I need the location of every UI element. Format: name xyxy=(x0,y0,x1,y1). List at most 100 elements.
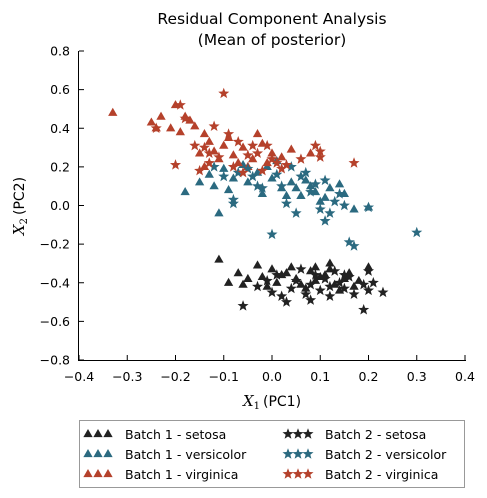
data-point xyxy=(218,170,230,182)
data-point xyxy=(208,161,220,172)
data-point xyxy=(305,186,317,197)
y-tick-label: 0.0 xyxy=(50,198,70,213)
legend-label: Batch 2 - setosa xyxy=(325,427,426,442)
data-point xyxy=(377,286,389,298)
data-point xyxy=(267,148,277,157)
y-tick-label: −0.8 xyxy=(40,353,70,368)
legend-marker xyxy=(103,449,113,458)
data-point xyxy=(218,87,230,99)
data-point xyxy=(343,236,355,247)
data-point xyxy=(170,100,181,109)
data-point xyxy=(252,260,263,269)
data-point xyxy=(362,201,375,213)
data-point xyxy=(358,278,370,290)
data-point xyxy=(150,122,162,133)
data-point xyxy=(276,163,288,174)
legend-items: Batch 1 - setosa Batch 1 - versicolor Batc… xyxy=(83,427,447,482)
data-point xyxy=(232,135,244,147)
data-point xyxy=(319,273,331,284)
data-point xyxy=(257,271,267,281)
data-point xyxy=(300,166,312,178)
legend-marker xyxy=(282,448,294,459)
data-point xyxy=(354,275,364,284)
data-point xyxy=(348,240,360,251)
legend-marker xyxy=(292,468,304,479)
data-point xyxy=(411,226,423,238)
y-tick-label: −0.4 xyxy=(40,275,70,290)
data-point xyxy=(243,273,253,282)
legend-label: Batch 2 - versicolor xyxy=(325,447,447,462)
data-point xyxy=(252,147,264,159)
data-point xyxy=(252,180,264,191)
data-point xyxy=(156,111,166,120)
data-point xyxy=(232,166,244,178)
legend-item: Batch 1 - versicolor xyxy=(83,447,247,462)
data-point xyxy=(214,208,224,217)
data-point xyxy=(277,152,287,161)
data-point xyxy=(301,175,311,184)
data-point xyxy=(219,140,229,149)
data-point xyxy=(339,188,350,198)
data-point xyxy=(281,268,292,277)
data-point xyxy=(238,142,248,151)
legend-label: Batch 1 - setosa xyxy=(125,427,226,442)
data-point xyxy=(324,290,336,301)
x-tick-label: −0.2 xyxy=(160,369,190,384)
y-axis-label-var: X xyxy=(10,223,28,236)
data-point xyxy=(242,163,254,174)
chart-title: Residual Component Analysis (Mean of pos… xyxy=(157,10,386,49)
data-point xyxy=(146,117,157,126)
data-point xyxy=(257,188,267,198)
data-point xyxy=(296,190,306,199)
chart-title-line-2: (Mean of posterior) xyxy=(198,31,347,49)
data-point xyxy=(305,266,316,275)
data-point xyxy=(233,268,243,277)
data-point xyxy=(349,204,359,213)
series-batch-1-virginica xyxy=(108,100,316,170)
data-point xyxy=(295,263,307,274)
data-point xyxy=(199,129,210,138)
data-point xyxy=(348,288,360,300)
data-point xyxy=(329,265,341,276)
data-point xyxy=(223,185,234,194)
data-point xyxy=(310,275,321,284)
data-point xyxy=(334,276,346,288)
data-point xyxy=(309,269,321,280)
data-point xyxy=(362,265,375,276)
x-axis-label-var: X xyxy=(242,392,255,410)
y-axis-label-sub: 2 xyxy=(19,218,30,224)
data-point xyxy=(180,186,190,196)
legend-item: Batch 2 - versicolor xyxy=(282,447,447,462)
x-tick-label: −0.4 xyxy=(64,369,94,384)
data-point xyxy=(301,283,311,292)
data-point xyxy=(108,107,118,116)
data-point xyxy=(305,294,317,305)
data-point xyxy=(198,141,210,153)
legend-frame xyxy=(79,420,465,488)
data-point xyxy=(367,276,379,288)
legend-marker xyxy=(282,428,294,439)
x-tick-label: 0.0 xyxy=(262,369,282,384)
data-point xyxy=(179,112,191,124)
data-point xyxy=(204,136,214,145)
data-point xyxy=(310,262,321,271)
data-point xyxy=(266,228,278,240)
data-point xyxy=(329,195,341,207)
legend-marker xyxy=(282,468,294,479)
legend-marker xyxy=(103,429,113,438)
data-point xyxy=(295,153,307,164)
data-point xyxy=(203,157,215,168)
legend-label: Batch 1 - versicolor xyxy=(125,447,247,462)
data-point xyxy=(309,178,321,189)
legend: Batch 1 - setosa Batch 1 - versicolor Batc… xyxy=(79,420,465,488)
data-point xyxy=(296,279,306,288)
data-point xyxy=(261,139,273,151)
data-point xyxy=(310,186,321,196)
legend-marker xyxy=(302,448,314,459)
data-point xyxy=(271,269,283,280)
data-point xyxy=(280,159,292,170)
data-point xyxy=(286,177,296,186)
data-point xyxy=(272,277,282,286)
legend-item: Batch 2 - setosa xyxy=(282,427,426,442)
x-axis-label: X1 (PC1) xyxy=(242,392,301,412)
